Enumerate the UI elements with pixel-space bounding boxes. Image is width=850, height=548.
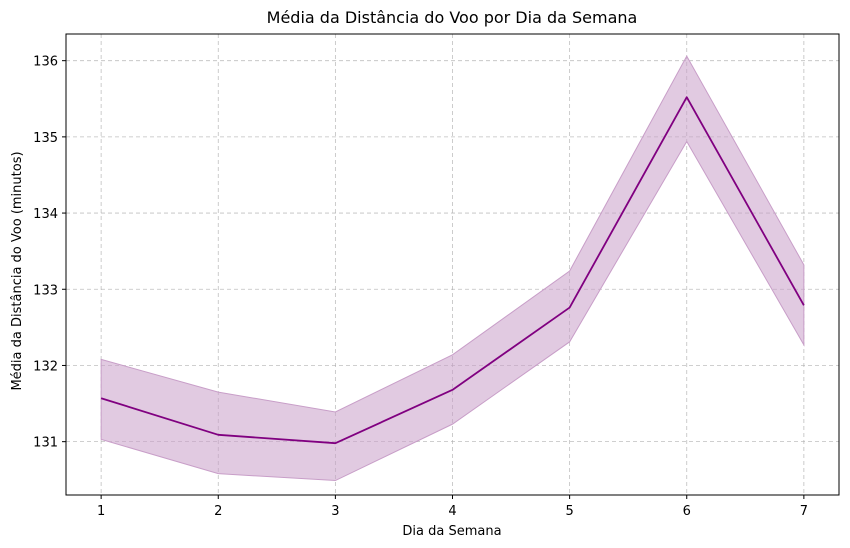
y-axis-ticks: 131 132 133 134 135 136 xyxy=(33,55,66,451)
x-tick-label: 5 xyxy=(565,504,573,519)
y-tick-label: 133 xyxy=(33,283,58,298)
x-tick-label: 3 xyxy=(331,504,339,519)
x-tick-label: 1 xyxy=(97,504,105,519)
x-axis-ticks: 1 2 3 4 5 6 7 xyxy=(97,495,808,519)
y-axis-label: Média da Distância do Voo (minutos) xyxy=(10,151,25,390)
y-tick-label: 135 xyxy=(33,131,58,146)
confidence-band-layer xyxy=(100,55,805,482)
x-tick-label: 4 xyxy=(448,504,456,519)
y-tick-label: 134 xyxy=(33,207,58,222)
y-tick-label: 131 xyxy=(33,436,58,451)
x-tick-label: 6 xyxy=(683,504,691,519)
y-tick-label: 132 xyxy=(33,359,58,374)
confidence-band xyxy=(100,55,805,482)
series-line-layer xyxy=(100,96,805,445)
x-tick-label: 7 xyxy=(800,504,808,519)
y-tick-label: 136 xyxy=(33,55,58,70)
grid xyxy=(66,34,839,495)
chart-title: Média da Distância do Voo por Dia da Sem… xyxy=(267,8,638,27)
x-axis-label: Dia da Semana xyxy=(402,524,501,539)
x-tick-label: 2 xyxy=(214,504,222,519)
